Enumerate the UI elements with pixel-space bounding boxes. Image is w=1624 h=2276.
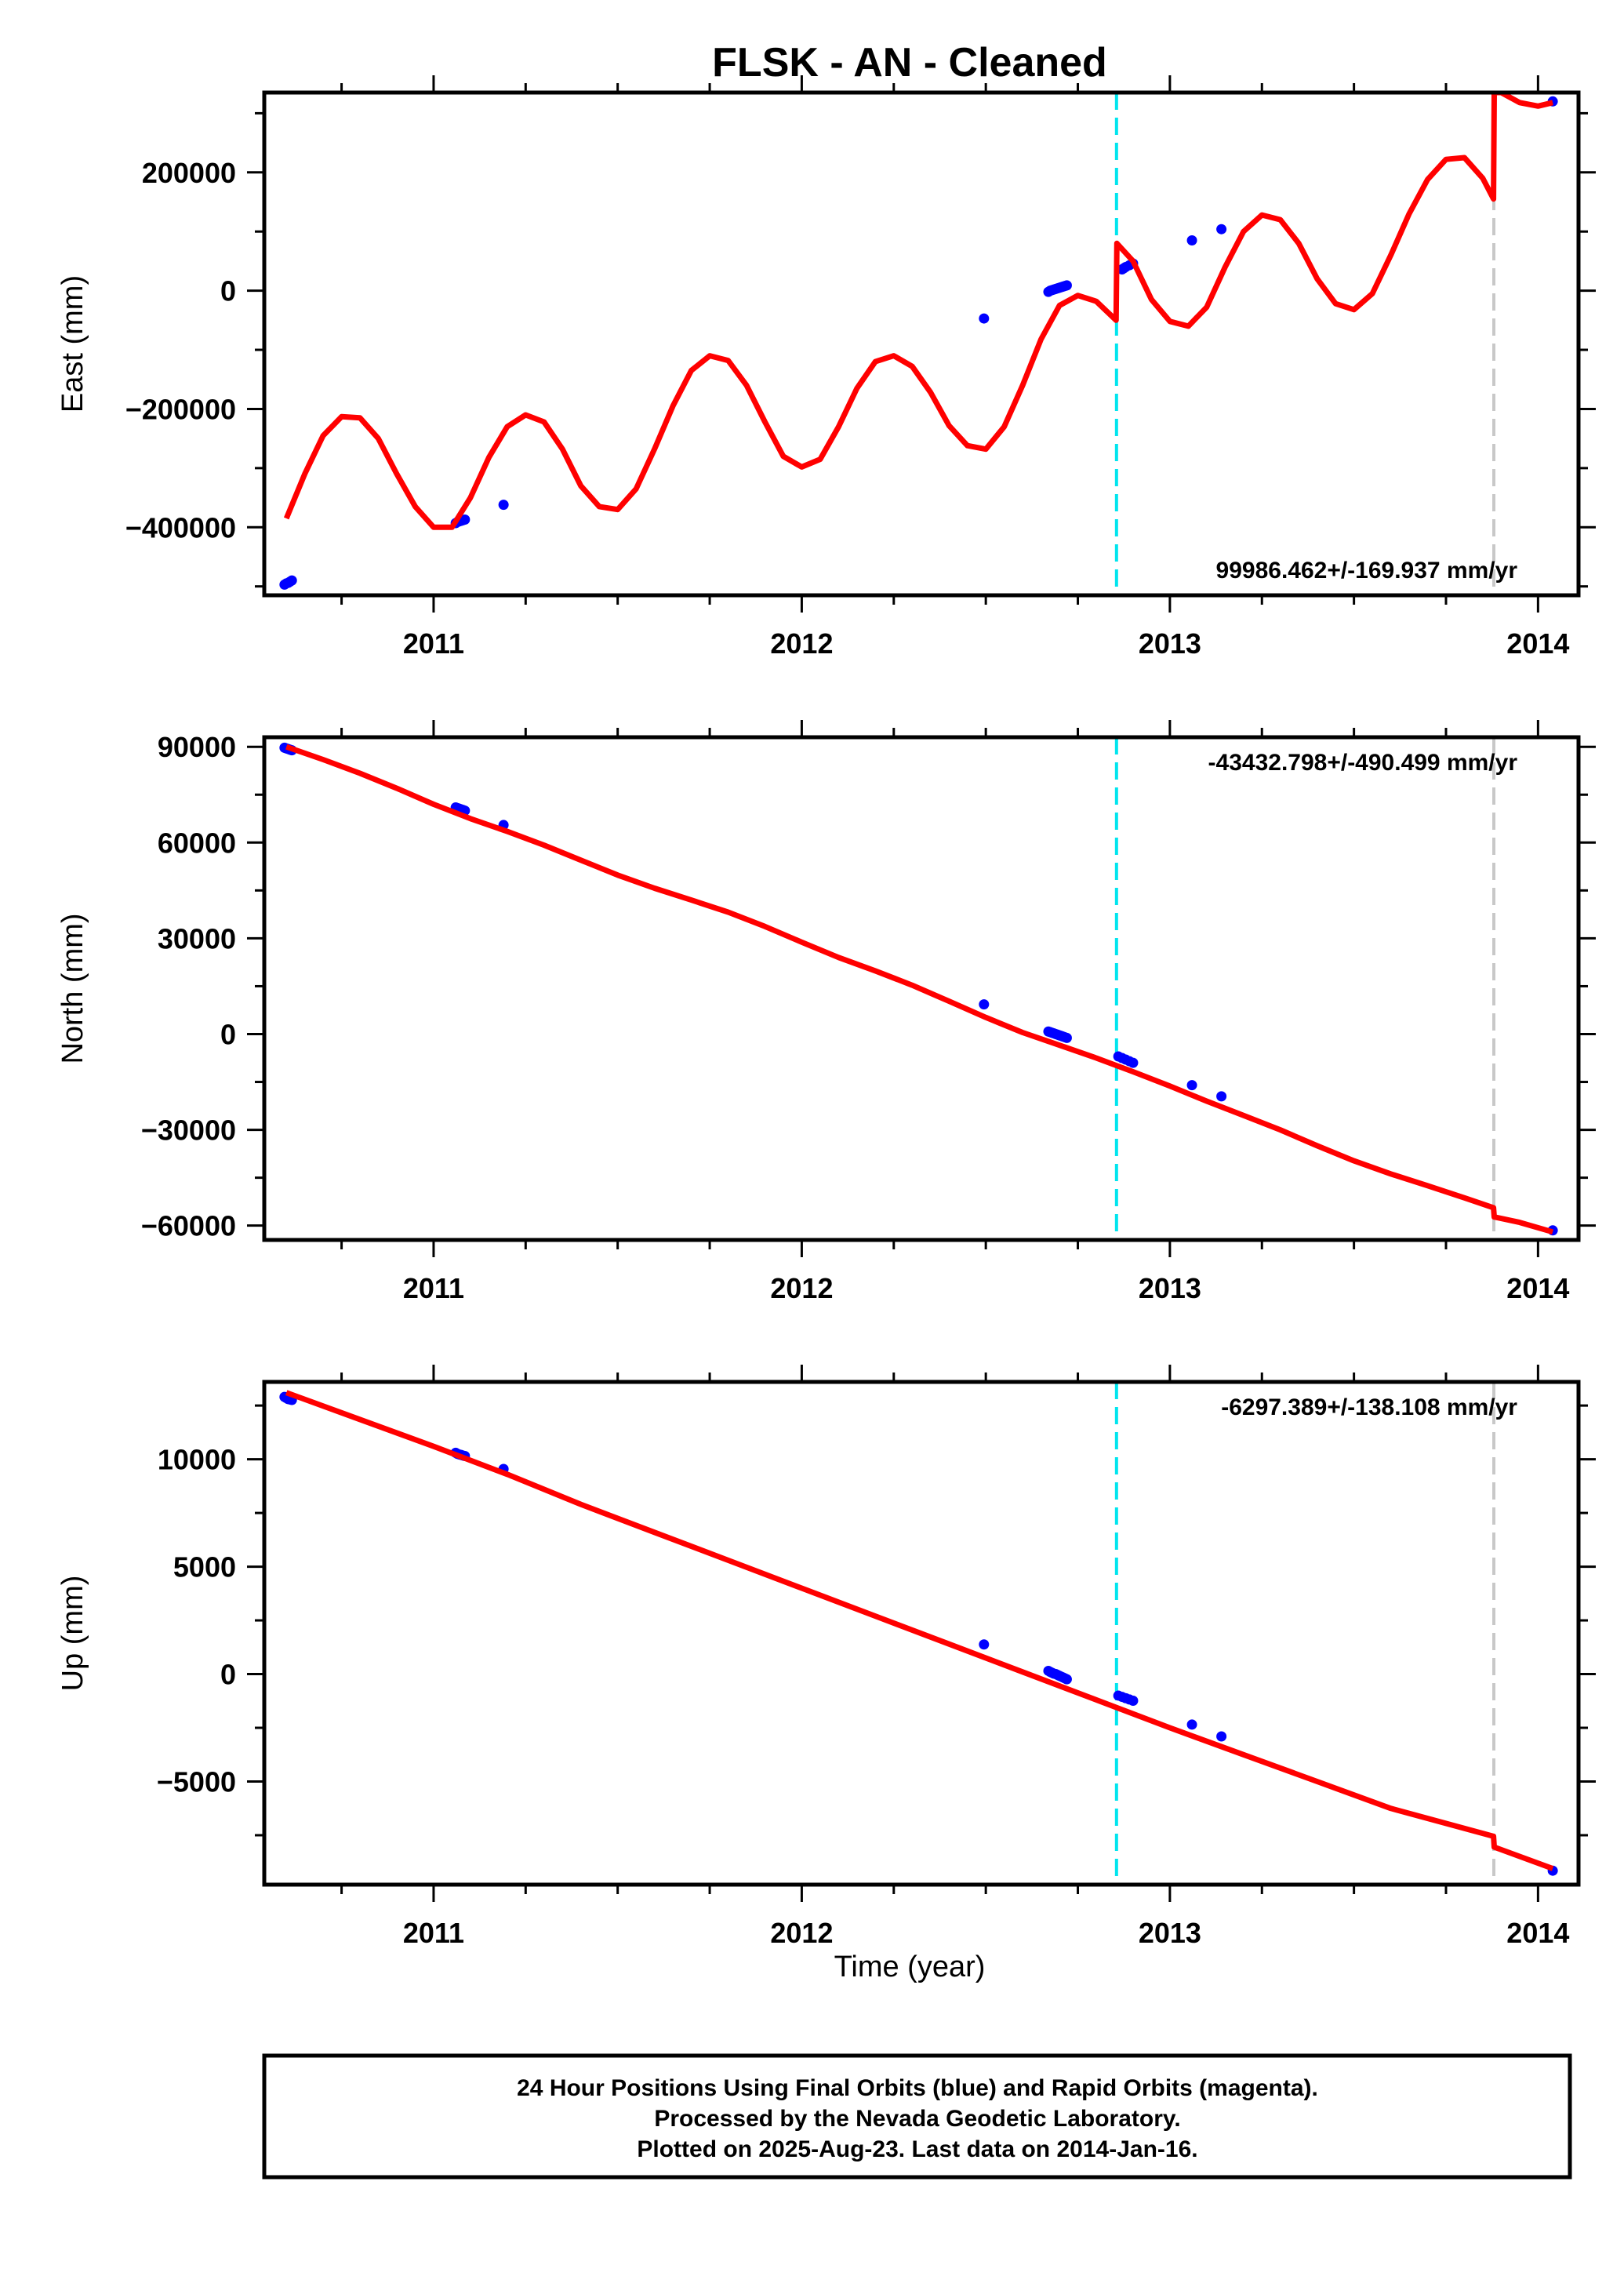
- x-tick-label: 2012: [770, 1917, 833, 1949]
- y-tick-label: −60000: [141, 1210, 236, 1242]
- north-panel: 2011 2012 2013 2014 −60000 −30000 0 30000 60000 9…: [56, 720, 1596, 1304]
- y-axis-label: Up (mm): [56, 1576, 89, 1692]
- rate-annotation: -6297.389+/-138.108 mm/yr: [1221, 1394, 1517, 1420]
- model-line: [285, 1390, 1554, 1871]
- observation-point: [1186, 1719, 1197, 1730]
- x-tick-label: 2013: [1139, 1917, 1201, 1949]
- x-tick-label: 2014: [1506, 1917, 1569, 1949]
- chart-title: FLSK - AN - Cleaned: [712, 40, 1107, 85]
- footer-line-2: Processed by the Nevada Geodetic Laborat…: [654, 2106, 1180, 2132]
- observation-point: [1128, 1696, 1139, 1707]
- x-tick-label: 2012: [770, 627, 833, 660]
- panel-frame: [262, 735, 1581, 1242]
- observation-point: [1186, 235, 1197, 246]
- panel-frame: [262, 90, 1581, 598]
- y-tick-label: 0: [220, 1018, 236, 1050]
- observation-point: [1216, 224, 1227, 235]
- x-tick-label: 2011: [403, 1917, 464, 1949]
- observations-series: [279, 742, 1558, 1236]
- observation-point: [979, 999, 990, 1010]
- footer-box: 24 Hour Positions Using Final Orbits (bl…: [262, 2053, 1572, 2180]
- observation-point: [1216, 1091, 1227, 1102]
- x-tick-label: 2012: [770, 1272, 833, 1304]
- x-tick-label: 2013: [1139, 1272, 1201, 1304]
- observation-point: [286, 575, 297, 586]
- model-line: [283, 93, 1553, 530]
- rate-annotation: -43432.798+/-490.499 mm/yr: [1208, 750, 1518, 776]
- observation-point: [979, 313, 990, 324]
- observation-point: [1061, 1674, 1072, 1685]
- observation-point: [1128, 1057, 1139, 1068]
- x-tick-label: 2011: [403, 1272, 464, 1304]
- x-tick-label: 2013: [1139, 627, 1201, 660]
- footer-frame: [262, 2053, 1572, 2180]
- footer-line-1: 24 Hour Positions Using Final Orbits (bl…: [517, 2075, 1318, 2101]
- y-tick-label: 60000: [158, 827, 236, 859]
- observations-series: [279, 96, 1558, 590]
- footer-line-3: Plotted on 2025-Aug-23. Last data on 201…: [637, 2136, 1197, 2162]
- y-axis-label: East (mm): [56, 275, 89, 413]
- y-tick-label: 30000: [158, 922, 236, 954]
- y-tick-label: −30000: [141, 1114, 236, 1147]
- y-tick-label: 0: [220, 275, 236, 307]
- x-tick-label: 2011: [403, 627, 464, 660]
- observation-point: [1061, 280, 1072, 291]
- observations-series: [279, 1391, 1558, 1876]
- y-tick-label: 0: [220, 1659, 236, 1691]
- observation-point: [1216, 1731, 1227, 1742]
- y-tick-label: 200000: [142, 157, 236, 189]
- observation-point: [498, 500, 509, 511]
- observation-point: [1061, 1032, 1072, 1043]
- x-tick-label: 2014: [1506, 627, 1569, 660]
- rate-annotation: 99986.462+/-169.937 mm/yr: [1216, 558, 1518, 584]
- y-axis-label: North (mm): [56, 913, 89, 1063]
- east-panel: 2011 2012 2013 2014 −400000 −200000 0 200000 Eas…: [56, 75, 1596, 660]
- y-tick-label: −400000: [125, 511, 236, 544]
- up-panel: 2011 2012 2013 2014 −5000 0 5000 10000 Up (mm) -6…: [56, 1365, 1596, 1949]
- observation-point: [979, 1639, 990, 1650]
- y-tick-label: −5000: [157, 1766, 236, 1798]
- y-tick-label: 90000: [158, 731, 236, 763]
- y-tick-label: 10000: [158, 1444, 236, 1476]
- model-line: [285, 744, 1554, 1235]
- x-tick-label: 2014: [1506, 1272, 1569, 1304]
- observation-point: [1186, 1080, 1197, 1091]
- y-tick-label: −200000: [125, 393, 236, 425]
- y-tick-label: 5000: [173, 1551, 236, 1583]
- panel-frame: [262, 1380, 1581, 1887]
- observation-point: [460, 514, 470, 525]
- x-axis-label: Time (year): [834, 1951, 986, 1983]
